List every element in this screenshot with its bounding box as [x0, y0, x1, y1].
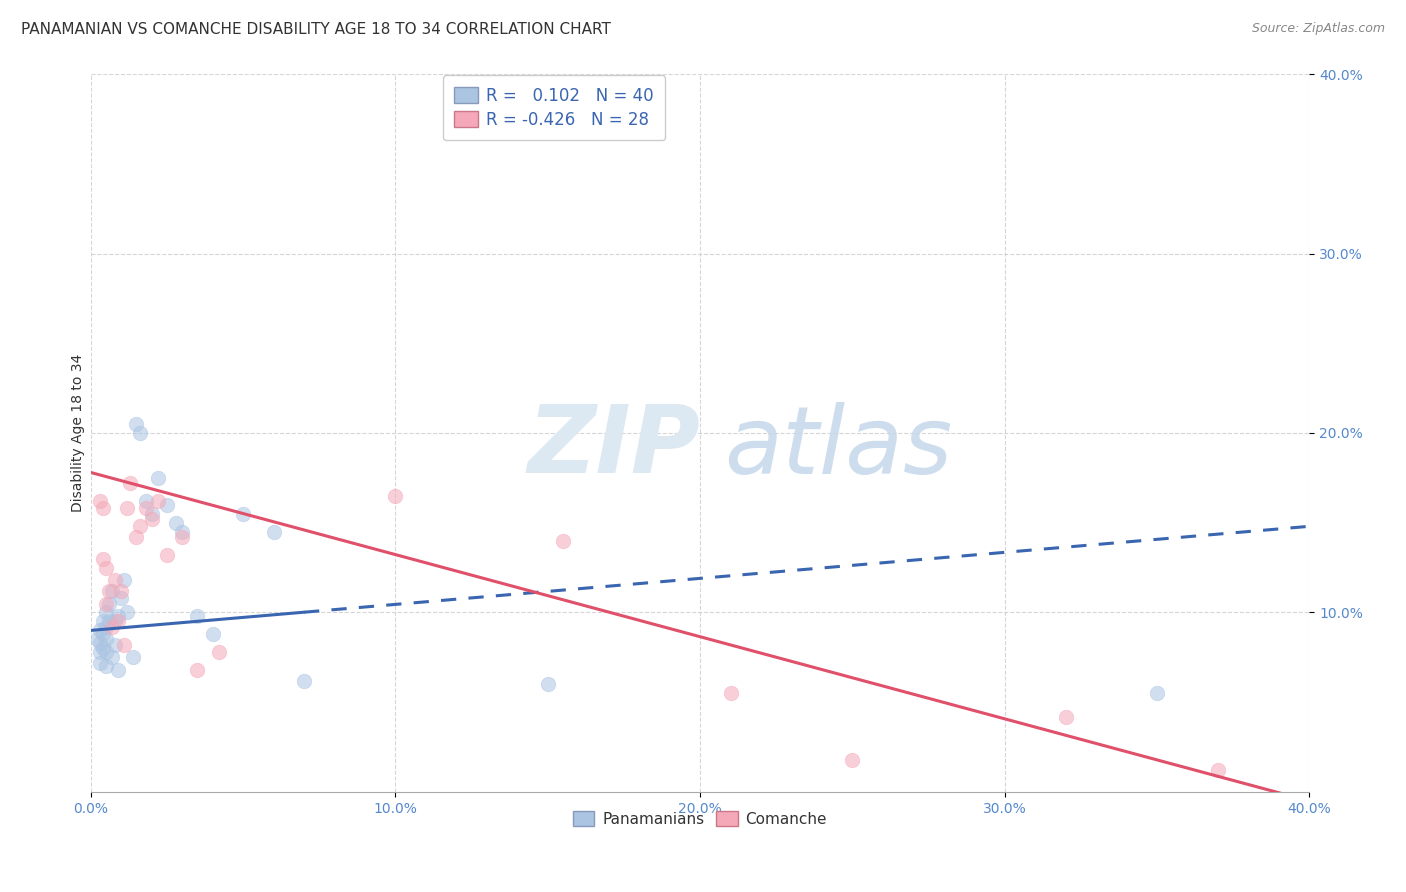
Point	[232, 507, 254, 521]
Point	[120, 476, 142, 491]
Point	[208, 645, 231, 659]
Point	[94, 620, 117, 634]
Point	[107, 609, 129, 624]
Point	[122, 650, 145, 665]
Point	[104, 638, 127, 652]
Point	[135, 501, 157, 516]
Point	[94, 606, 117, 620]
Point	[165, 516, 187, 530]
Point	[128, 519, 150, 533]
Point	[146, 494, 169, 508]
Point	[720, 686, 742, 700]
Point	[201, 627, 224, 641]
Point	[101, 620, 124, 634]
Point	[117, 606, 139, 620]
Point	[94, 597, 117, 611]
Point	[89, 656, 111, 670]
Point	[112, 573, 135, 587]
Point	[841, 753, 863, 767]
Point	[91, 501, 114, 516]
Point	[263, 524, 285, 539]
Point	[1146, 686, 1168, 700]
Legend: Panamanians, Comanche: Panamanians, Comanche	[565, 804, 835, 835]
Point	[141, 512, 163, 526]
Point	[384, 489, 406, 503]
Point	[91, 551, 114, 566]
Point	[156, 548, 179, 562]
Point	[89, 624, 111, 638]
Point	[94, 632, 117, 647]
Point	[98, 583, 121, 598]
Point	[292, 673, 315, 688]
Point	[86, 632, 108, 647]
Point	[110, 583, 132, 598]
Point	[91, 627, 114, 641]
Point	[186, 609, 208, 624]
Point	[1054, 709, 1077, 723]
Point	[141, 507, 163, 521]
Y-axis label: Disability Age 18 to 34: Disability Age 18 to 34	[72, 354, 86, 512]
Point	[135, 494, 157, 508]
Point	[89, 645, 111, 659]
Point	[537, 677, 560, 691]
Point	[91, 641, 114, 656]
Point	[94, 645, 117, 659]
Point	[112, 638, 135, 652]
Point	[91, 615, 114, 629]
Text: PANAMANIAN VS COMANCHE DISABILITY AGE 18 TO 34 CORRELATION CHART: PANAMANIAN VS COMANCHE DISABILITY AGE 18…	[21, 22, 612, 37]
Point	[107, 615, 129, 629]
Point	[94, 560, 117, 574]
Point	[104, 573, 127, 587]
Point	[551, 533, 574, 548]
Point	[1206, 764, 1229, 778]
Point	[104, 615, 127, 629]
Text: atlas: atlas	[724, 402, 953, 493]
Point	[125, 530, 148, 544]
Text: Source: ZipAtlas.com: Source: ZipAtlas.com	[1251, 22, 1385, 36]
Point	[98, 597, 121, 611]
Point	[186, 663, 208, 677]
Point	[89, 636, 111, 650]
Point	[146, 471, 169, 485]
Point	[128, 425, 150, 440]
Text: ZIP: ZIP	[527, 401, 700, 493]
Point	[107, 663, 129, 677]
Point	[117, 501, 139, 516]
Point	[94, 659, 117, 673]
Point	[110, 591, 132, 606]
Point	[156, 498, 179, 512]
Point	[172, 524, 194, 539]
Point	[172, 530, 194, 544]
Point	[89, 494, 111, 508]
Point	[125, 417, 148, 431]
Point	[101, 583, 124, 598]
Point	[98, 615, 121, 629]
Point	[101, 650, 124, 665]
